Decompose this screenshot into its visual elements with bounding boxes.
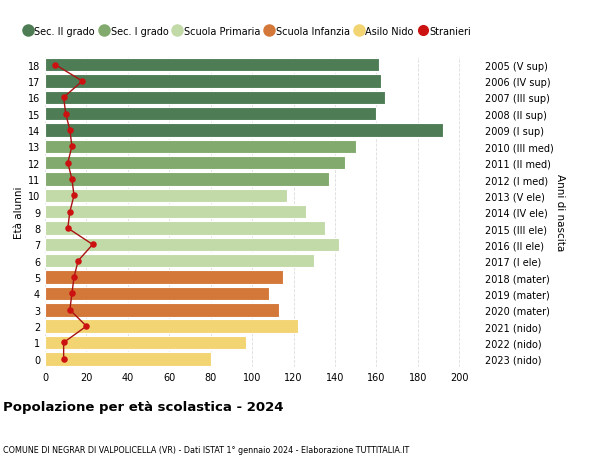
Bar: [45, 353, 211, 366]
Point: [77, 78, 87, 85]
Bar: [45, 206, 306, 219]
Point: [63, 225, 73, 232]
Point: [73, 257, 83, 265]
Point: [63, 160, 73, 167]
Point: [50, 62, 60, 69]
Point: [67, 290, 77, 297]
Point: [67, 143, 77, 151]
Bar: [45, 287, 269, 301]
Y-axis label: Età alunni: Età alunni: [14, 186, 23, 239]
Bar: [45, 124, 443, 137]
Bar: [45, 75, 380, 89]
Point: [59, 339, 68, 347]
Point: [59, 355, 68, 363]
Legend: Sec. II grado, Sec. I grado, Scuola Primaria, Scuola Infanzia, Asilo Nido, Stran: Sec. II grado, Sec. I grado, Scuola Prim…: [24, 27, 471, 37]
Bar: [45, 140, 356, 154]
Point: [88, 241, 97, 249]
Bar: [45, 303, 279, 317]
Bar: [45, 108, 376, 121]
Point: [82, 323, 91, 330]
Bar: [45, 336, 246, 349]
Bar: [45, 59, 379, 72]
Bar: [45, 238, 339, 252]
Bar: [45, 222, 325, 235]
Point: [59, 95, 68, 102]
Point: [65, 127, 74, 134]
Bar: [45, 320, 298, 333]
Point: [65, 208, 74, 216]
Bar: [45, 91, 385, 105]
Y-axis label: Anni di nascita: Anni di nascita: [555, 174, 565, 251]
Point: [65, 307, 74, 314]
Text: COMUNE DI NEGRAR DI VALPOLICELLA (VR) - Dati ISTAT 1° gennaio 2024 - Elaborazion: COMUNE DI NEGRAR DI VALPOLICELLA (VR) - …: [3, 445, 409, 454]
Bar: [45, 271, 283, 284]
Point: [67, 176, 77, 183]
Bar: [45, 173, 329, 186]
Point: [69, 192, 79, 200]
Point: [61, 111, 71, 118]
Point: [69, 274, 79, 281]
Text: Popolazione per età scolastica - 2024: Popolazione per età scolastica - 2024: [3, 400, 284, 413]
Bar: [45, 255, 314, 268]
Bar: [45, 157, 346, 170]
Bar: [45, 189, 287, 203]
